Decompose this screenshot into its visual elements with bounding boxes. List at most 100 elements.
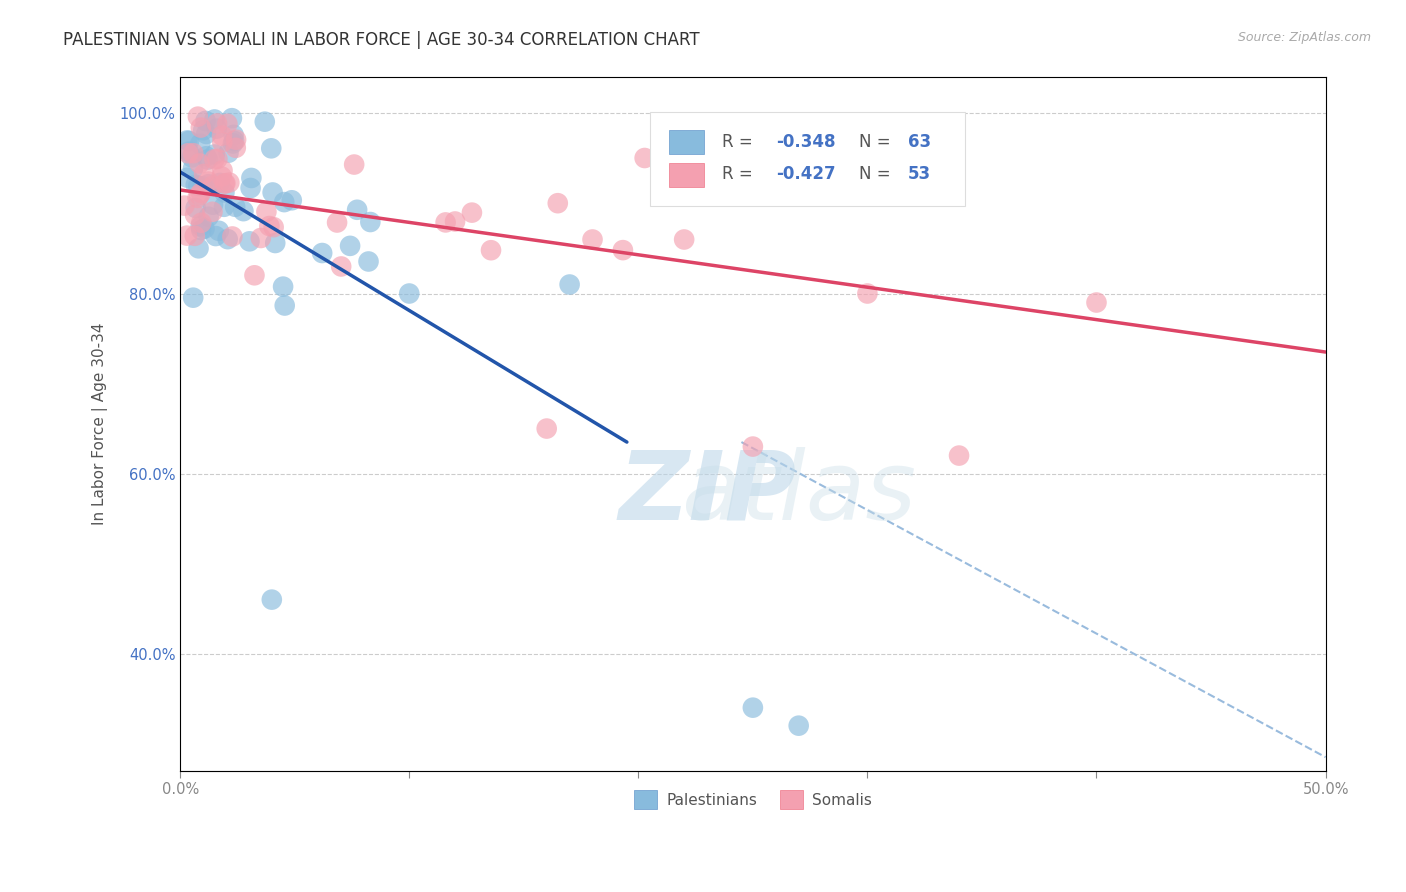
Point — [673, 232, 696, 246]
Point — [479, 244, 502, 258]
Point — [232, 204, 254, 219]
Point — [188, 156, 211, 170]
Point — [948, 449, 970, 463]
Y-axis label: In Labor Force | Age 30-34: In Labor Force | Age 30-34 — [93, 323, 108, 525]
Point — [212, 200, 235, 214]
Point — [612, 243, 634, 257]
Point — [201, 178, 224, 193]
Point — [188, 136, 211, 151]
Point — [243, 268, 266, 283]
Point — [214, 186, 236, 200]
Point — [180, 150, 202, 164]
Point — [186, 191, 208, 205]
Point — [176, 133, 198, 147]
Point — [193, 221, 215, 235]
Point — [194, 114, 217, 128]
Point — [787, 719, 810, 733]
Point — [204, 112, 226, 127]
Point — [558, 277, 581, 292]
Point — [211, 136, 233, 150]
Text: R =: R = — [721, 133, 758, 151]
Point — [222, 128, 245, 142]
Point — [221, 229, 243, 244]
Point — [461, 205, 484, 219]
Point — [187, 110, 209, 124]
Point — [177, 134, 200, 148]
Point — [250, 231, 273, 245]
Point — [253, 114, 276, 128]
Point — [184, 208, 207, 222]
Text: -0.427: -0.427 — [776, 166, 835, 184]
Point — [205, 121, 228, 136]
Point — [208, 176, 231, 190]
Point — [193, 167, 215, 181]
Point — [173, 199, 195, 213]
Point — [330, 260, 353, 274]
Point — [188, 188, 211, 202]
Text: 63: 63 — [907, 133, 931, 151]
Point — [264, 235, 287, 250]
Point — [201, 197, 224, 211]
Point — [190, 219, 212, 234]
Point — [398, 286, 420, 301]
Point — [221, 111, 243, 125]
Point — [184, 178, 207, 192]
Point — [633, 151, 655, 165]
Point — [197, 175, 219, 189]
Point — [224, 200, 246, 214]
Point — [222, 134, 245, 148]
Text: PALESTINIAN VS SOMALI IN LABOR FORCE | AGE 30-34 CORRELATION CHART: PALESTINIAN VS SOMALI IN LABOR FORCE | A… — [63, 31, 700, 49]
Point — [207, 152, 229, 166]
Point — [187, 178, 209, 193]
Point — [181, 291, 204, 305]
Text: atlas: atlas — [681, 447, 917, 540]
Point — [177, 146, 200, 161]
Point — [1085, 295, 1108, 310]
Point — [346, 202, 368, 217]
Point — [259, 219, 281, 233]
Text: N =: N = — [859, 133, 896, 151]
Point — [197, 153, 219, 167]
Point — [181, 161, 204, 176]
Point — [339, 239, 361, 253]
Point — [190, 223, 212, 237]
Bar — [669, 162, 703, 187]
Point — [273, 299, 295, 313]
Text: R =: R = — [721, 166, 758, 184]
Point — [181, 146, 204, 161]
Point — [184, 201, 207, 215]
Point — [263, 220, 285, 235]
Point — [357, 254, 380, 268]
Point — [271, 279, 294, 293]
Point — [191, 179, 214, 194]
Point — [856, 286, 879, 301]
Point — [240, 170, 263, 185]
Point — [204, 147, 226, 161]
Point — [197, 210, 219, 224]
Point — [359, 215, 381, 229]
Point — [225, 141, 247, 155]
Point — [205, 116, 228, 130]
Point — [343, 157, 366, 171]
Bar — [669, 130, 703, 154]
Point — [190, 216, 212, 230]
Point — [211, 163, 233, 178]
Point — [211, 128, 233, 143]
Text: N =: N = — [859, 166, 896, 184]
Point — [177, 145, 200, 159]
Point — [254, 204, 277, 219]
Point — [222, 136, 245, 151]
FancyBboxPatch shape — [650, 112, 965, 206]
Point — [260, 141, 283, 155]
Point — [197, 178, 219, 192]
Text: ZIP: ZIP — [619, 447, 796, 540]
Point — [204, 229, 226, 244]
Text: 53: 53 — [907, 166, 931, 184]
Point — [238, 235, 260, 249]
Point — [208, 224, 231, 238]
Point — [217, 232, 239, 246]
Point — [195, 127, 218, 141]
Point — [741, 700, 763, 714]
Point — [311, 246, 333, 260]
Point — [217, 117, 239, 131]
